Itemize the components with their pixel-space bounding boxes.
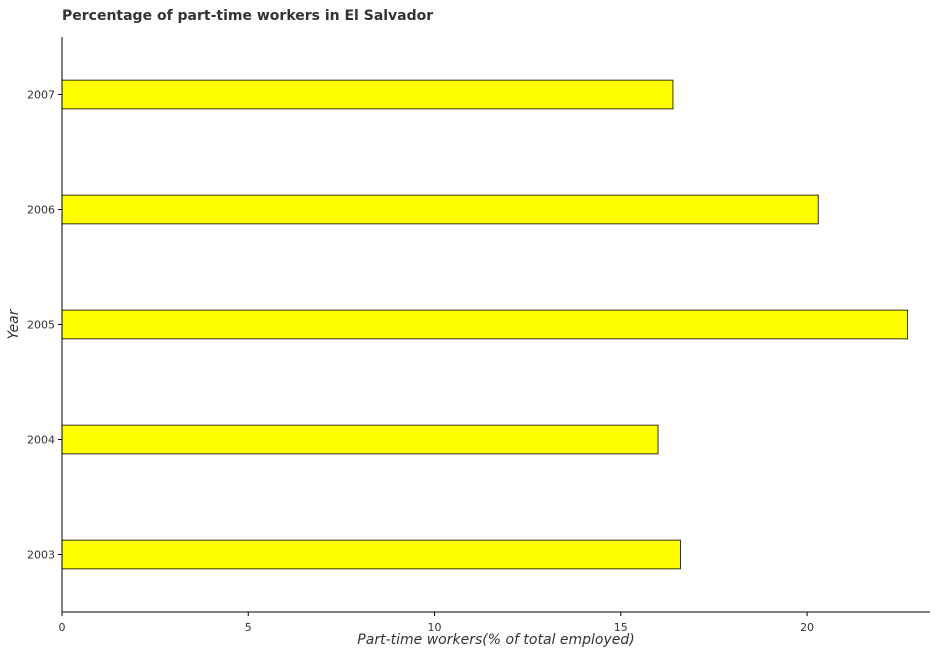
- x-tick-label-15: 15: [614, 621, 628, 634]
- bar-2007: [61, 79, 674, 110]
- bars-layer: [61, 79, 909, 570]
- x-tick-label-0: 0: [59, 621, 66, 634]
- y-tick-label-2004: 2004: [27, 434, 55, 447]
- bar-2003: [61, 539, 681, 570]
- x-tick-label-20: 20: [800, 621, 814, 634]
- x-tick-label-5: 5: [245, 621, 252, 634]
- y-axis-title: Year: [6, 308, 22, 339]
- y-ticks-layer: 2003 2004 2005 2006 2007: [27, 89, 62, 562]
- y-tick-label-2006: 2006: [27, 204, 55, 217]
- y-tick-label-2007: 2007: [27, 89, 55, 102]
- x-axis-title: Part-time workers(% of total employed): [357, 632, 634, 648]
- bar-2004: [61, 424, 659, 455]
- y-tick-label-2003: 2003: [27, 549, 55, 562]
- bar-2005: [61, 309, 909, 340]
- x-tick-label-10: 10: [428, 621, 442, 634]
- bar-2006: [61, 194, 819, 225]
- chart-title: Percentage of part-time workers in El Sa…: [62, 8, 434, 24]
- y-tick-label-2005: 2005: [27, 319, 55, 332]
- x-ticks-layer: 0 5 10 15 20: [59, 612, 814, 634]
